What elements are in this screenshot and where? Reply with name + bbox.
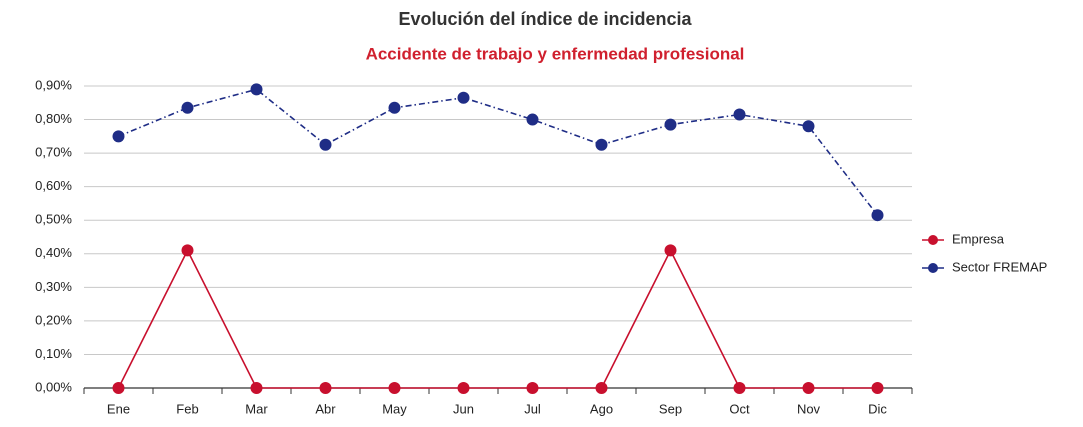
series-line [117, 248, 878, 389]
x-tick-label: Nov [797, 401, 821, 416]
y-tick-label: 0,30% [35, 279, 72, 294]
x-tick-label: Ene [107, 401, 130, 416]
point [595, 382, 608, 394]
x-tick-label: Ago [590, 401, 613, 416]
x-tick-label: Jul [524, 401, 541, 416]
point [595, 138, 608, 151]
y-tick-label: 0,70% [35, 145, 72, 160]
point [112, 382, 125, 394]
y-tick-label: 0,00% [35, 379, 72, 394]
point [871, 382, 884, 394]
x-tick-label: Sep [659, 401, 682, 416]
x-tick-label: Oct [729, 401, 750, 416]
point [802, 120, 815, 133]
x-tick-label: Abr [315, 401, 336, 416]
y-tick-label: 0,10% [35, 346, 72, 361]
x-tick-label: Mar [245, 401, 268, 416]
point [181, 101, 194, 114]
point [388, 101, 401, 114]
point [319, 382, 332, 394]
x-tick-label: Feb [176, 401, 198, 416]
series-line [118, 88, 879, 216]
point [526, 382, 539, 394]
y-tick-label: 0,60% [35, 178, 72, 193]
legend-label: Sector FREMAP [952, 259, 1047, 274]
point [733, 108, 746, 121]
y-tick-label: 0,80% [35, 111, 72, 126]
point [181, 244, 194, 257]
x-tick-label: May [382, 401, 407, 416]
point [388, 382, 401, 394]
point [664, 118, 677, 131]
legend-label: Empresa [952, 231, 1005, 246]
point [319, 138, 332, 151]
point [250, 83, 263, 96]
point [871, 209, 884, 222]
y-tick-label: 0,90% [35, 77, 72, 92]
x-tick-label: Dic [868, 401, 887, 416]
point [664, 244, 677, 257]
point [733, 382, 746, 394]
legend-marker [928, 235, 938, 245]
legend-marker [928, 263, 938, 273]
y-tick-label: 0,50% [35, 212, 72, 227]
point [250, 382, 263, 394]
y-tick-label: 0,40% [35, 245, 72, 260]
point [526, 113, 539, 126]
point [802, 382, 815, 394]
y-tick-label: 0,20% [35, 312, 72, 327]
chart-subtitle: Accidente de trabajo y enfermedad profes… [366, 44, 745, 63]
chart-title: Evolución del índice de incidencia [398, 9, 692, 29]
point [112, 130, 125, 143]
point [457, 382, 470, 394]
x-tick-label: Jun [453, 401, 474, 416]
point [457, 91, 470, 104]
